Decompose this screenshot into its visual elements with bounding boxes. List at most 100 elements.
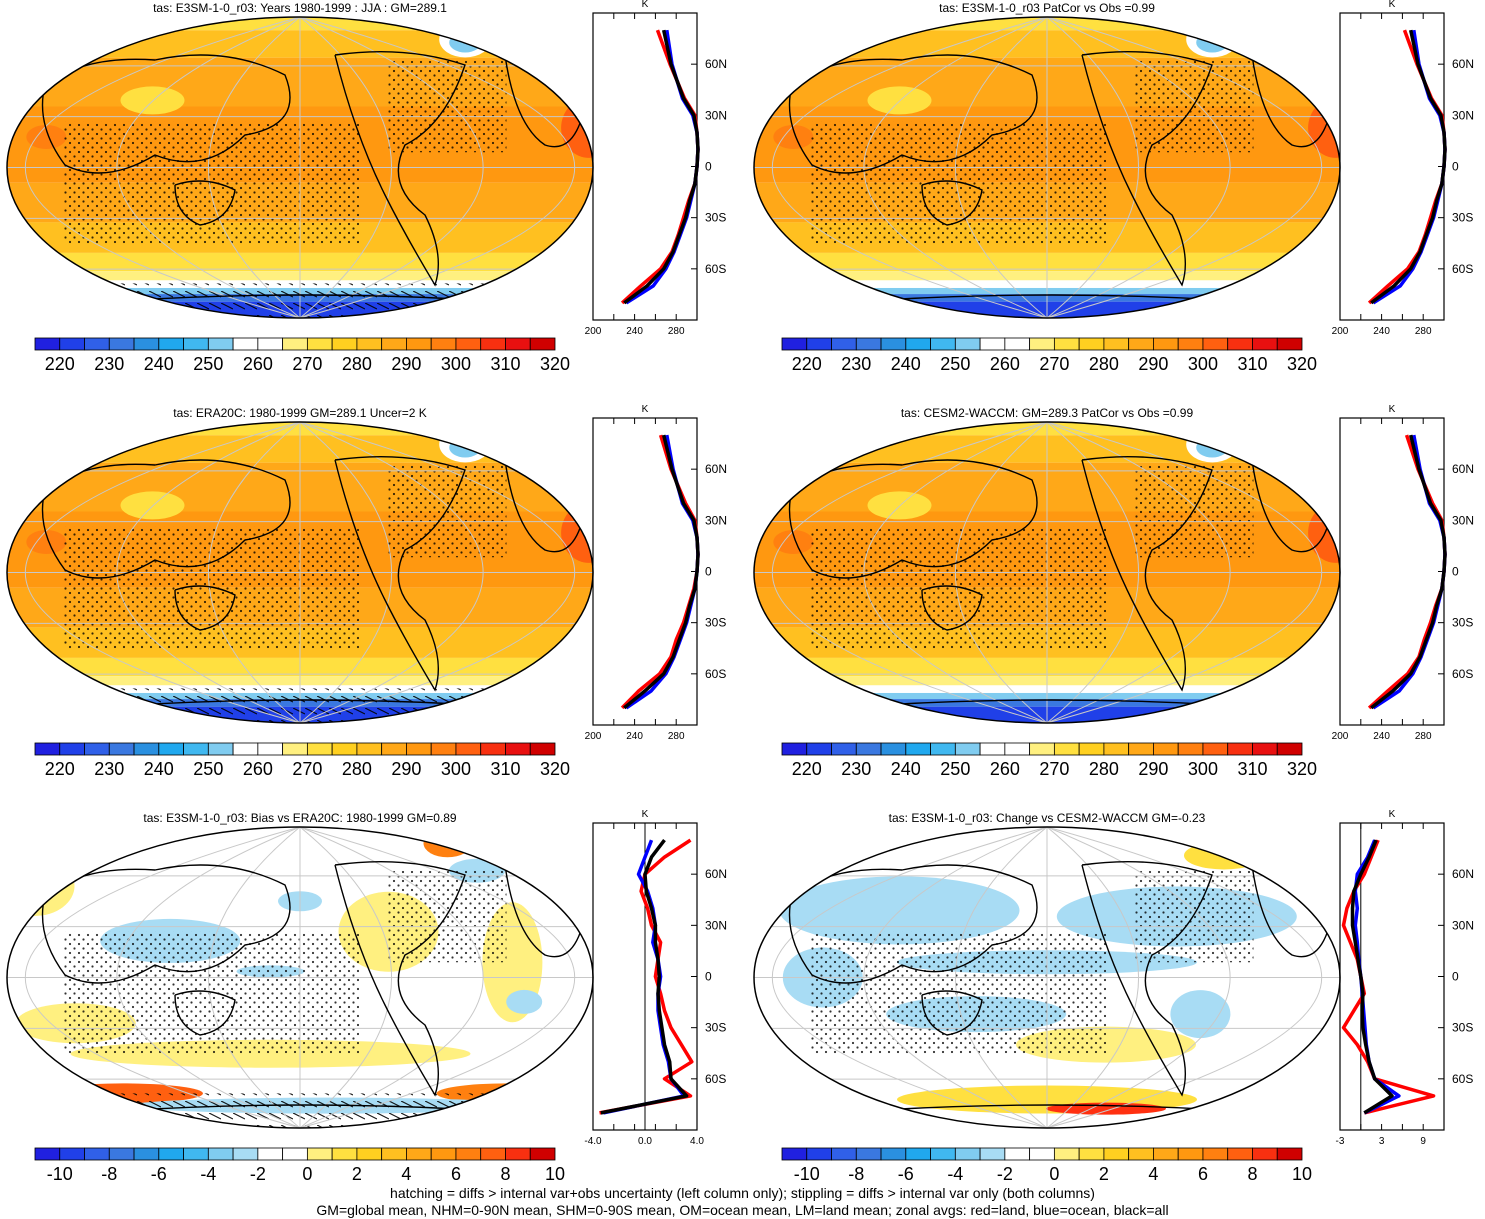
coastline-0 (788, 864, 1038, 984)
colorbar-cell (979, 337, 1006, 351)
colorbar-tick-label: 6 (1198, 1164, 1208, 1184)
map-title: tas: E3SM-1-0_r03: Years 1980-1999 : JJA… (153, 1, 447, 15)
colorbar-cell (183, 742, 209, 756)
colorbar-cell (880, 1147, 907, 1161)
colorbar-cell (979, 1147, 1006, 1161)
zonal-line-all (1370, 434, 1447, 710)
zonal-ytick-label: 30S (1452, 1021, 1473, 1035)
colorbar-cell (183, 337, 209, 351)
colorbar-cell (781, 337, 808, 351)
colorbar-tick-label: 230 (841, 354, 871, 374)
colorbar-cell (930, 1147, 956, 1161)
zonal-average-plot: K 60N 30N 0 30S 60S 200 240 280 (1332, 0, 1474, 337)
zonal-xtick-label: 0.0 (638, 1136, 652, 1147)
zonal-ytick-label: 30S (1452, 211, 1473, 225)
zonal-xtick-label: 3 (1379, 1136, 1385, 1147)
colorbar-cell (1004, 1147, 1031, 1161)
colorbar-cell (381, 337, 407, 351)
zonal-xtick-label: 280 (1415, 731, 1432, 742)
zonal-xtick-label: 200 (585, 731, 602, 742)
zonal-ytick-label: 30S (1452, 616, 1473, 630)
colorbar-cell (1177, 742, 1204, 756)
colorbar-tick-label: -10 (47, 1164, 73, 1184)
global-map (6, 421, 594, 724)
zonal-ytick-label: 30S (705, 1021, 726, 1035)
global-map (753, 16, 1341, 319)
colorbar-cell (232, 742, 259, 756)
coastline-2 (334, 50, 466, 287)
colorbar-cell (1029, 1147, 1055, 1161)
colorbar-cell (1153, 1147, 1179, 1161)
zonal-frame (592, 417, 698, 726)
colorbar-tick-label: 320 (1287, 759, 1317, 779)
zonal-line-land (1367, 29, 1447, 305)
colorbar: 220 230 240 250 260 270 280 290 300 310 320 (781, 742, 1317, 779)
colorbar-cell (529, 1147, 556, 1161)
zonal-line-land (620, 434, 700, 710)
colorbar-cell (1202, 742, 1229, 756)
colorbar-tick-label: 290 (391, 354, 421, 374)
colorbar-cell (1103, 337, 1130, 351)
zonal-xtick-label: 240 (626, 731, 643, 742)
colorbar-tick-label: 290 (391, 759, 421, 779)
colorbar-cell (406, 1147, 432, 1161)
zonal-average-plot: K 60N 30N 0 30S 60S 200 240 280 (1332, 404, 1474, 742)
colorbar-tick-label: 4 (401, 1164, 411, 1184)
colorbar-tick-label: 270 (1039, 759, 1069, 779)
colorbar-tick-label: 280 (342, 354, 372, 374)
zonal-ytick-label: 30N (705, 918, 727, 932)
zonal-ytick-label: 0 (705, 565, 712, 579)
zonal-ytick-label: 0 (705, 160, 712, 174)
colorbar-tick-label: 270 (292, 354, 322, 374)
colorbar-cell (930, 337, 956, 351)
colorbar-tick-label: 280 (1089, 354, 1119, 374)
zonal-xtick-label: 4.0 (690, 1136, 704, 1147)
colorbar-cell (1153, 337, 1179, 351)
zonal-ytick-label: 60N (1452, 462, 1474, 476)
colorbar-cell (1078, 337, 1105, 351)
colorbar-cell (158, 337, 184, 351)
colorbar-tick-label: 260 (243, 759, 273, 779)
zonal-line-all (623, 434, 700, 710)
zonal-ytick-label: 30N (1452, 108, 1474, 122)
colorbar-cell (529, 337, 556, 351)
colorbar-cell (1004, 742, 1031, 756)
global-map (6, 16, 594, 319)
zonal-ytick-label: 60N (1452, 57, 1474, 71)
colorbar-tick-label: 220 (45, 354, 75, 374)
colorbar-tick-label: 220 (792, 354, 822, 374)
zonal-ytick-label: 60N (705, 867, 727, 881)
zonal-average-plot: K 60N 30N 0 30S 60S -3 3 9 (1336, 809, 1474, 1147)
colorbar-cell (84, 742, 110, 756)
colorbar-cell (381, 1147, 407, 1161)
colorbar-cell (1227, 1147, 1253, 1161)
colorbar-tick-label: 260 (243, 354, 273, 374)
colorbar-tick-label: -6 (898, 1164, 914, 1184)
colorbar-tick-label: 8 (1247, 1164, 1257, 1184)
zonal-line-ocean (1372, 434, 1447, 710)
zonal-xtick-label: 280 (1415, 326, 1432, 337)
colorbar: 220 230 240 250 260 270 280 290 300 310 320 (34, 742, 570, 779)
colorbar-cell (781, 742, 808, 756)
map-title: tas: ERA20C: 1980-1999 GM=289.1 Uncer=2 … (173, 406, 427, 420)
colorbar-cell (831, 742, 857, 756)
coastline-1 (174, 990, 236, 1036)
zonal-line-all (1350, 839, 1394, 1115)
colorbar-tick-label: -4 (947, 1164, 963, 1184)
coastline-2 (1081, 455, 1213, 692)
coastline-2 (334, 455, 466, 692)
zonal-ytick-label: 60N (1452, 867, 1474, 881)
global-map (753, 826, 1341, 1129)
zonal-ytick-label: 30N (1452, 513, 1474, 527)
colorbar-cell (480, 742, 506, 756)
global-map (6, 826, 594, 1129)
colorbar-tick-label: 300 (1188, 759, 1218, 779)
colorbar-cell (331, 1147, 358, 1161)
zonal-units: K (1389, 809, 1396, 820)
colorbar-cell (505, 1147, 531, 1161)
colorbar-tick-label: 0 (1049, 1164, 1059, 1184)
colorbar-cell (806, 337, 832, 351)
colorbar-cell (855, 1147, 882, 1161)
coastline-0 (41, 864, 291, 984)
colorbar-tick-label: -4 (200, 1164, 216, 1184)
